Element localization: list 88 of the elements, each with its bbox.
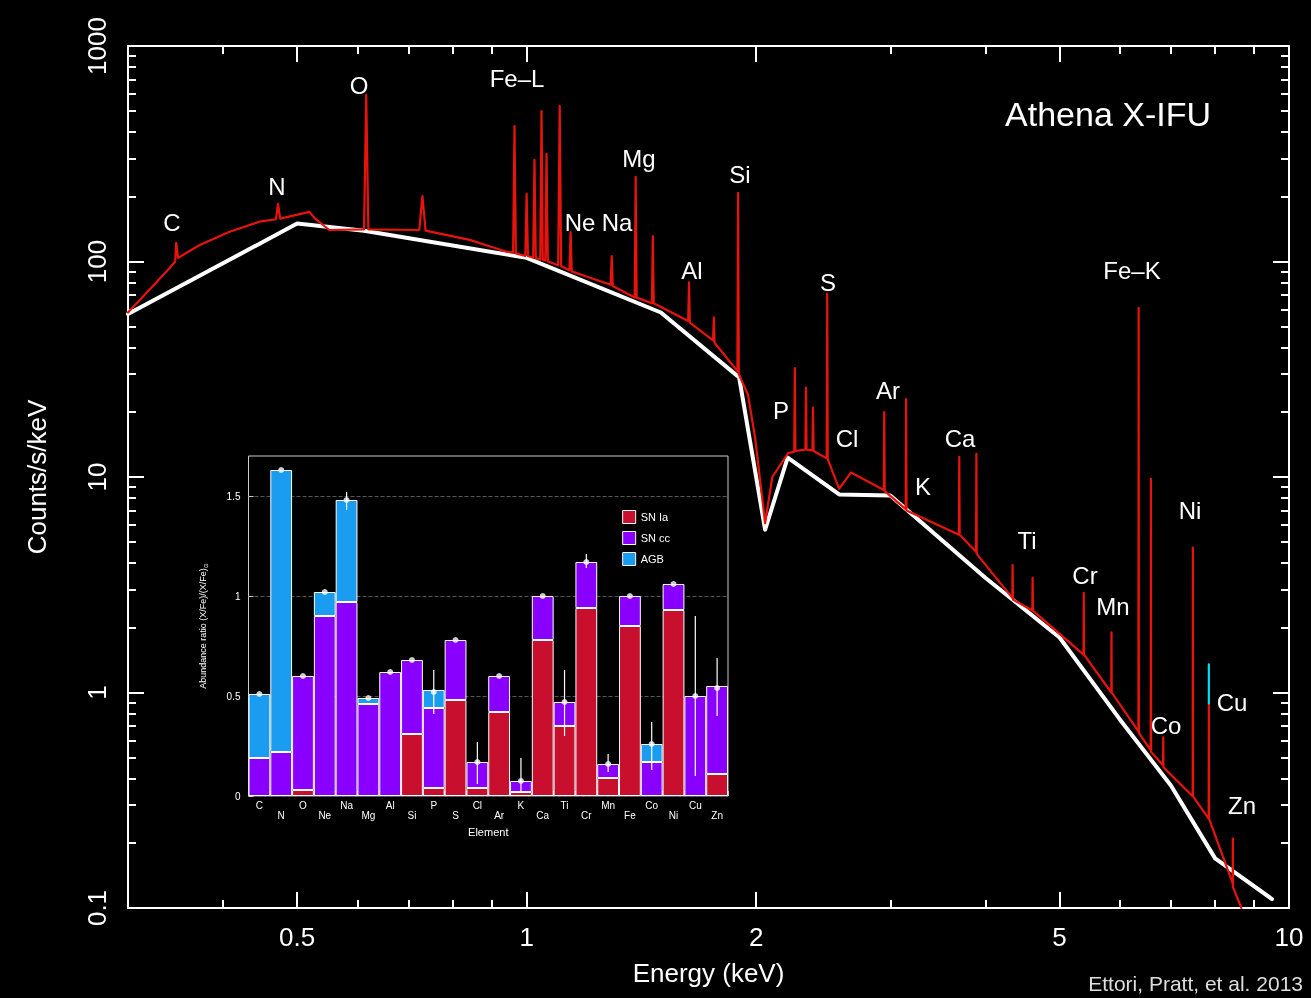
x-tick-label: C xyxy=(255,799,264,811)
x-tick-label: Al xyxy=(385,799,395,811)
x-tick-label: Ni xyxy=(668,809,679,821)
x-tick-label: Na xyxy=(340,799,354,811)
x-tick-label: K xyxy=(517,799,525,811)
point xyxy=(714,685,721,691)
x-tick-label: Co xyxy=(645,799,659,811)
legend-label: SN Ia xyxy=(640,511,670,523)
point xyxy=(343,497,350,503)
x-tick-label: Cr xyxy=(581,809,593,821)
x-tick-label: Zn xyxy=(711,809,723,821)
annotation: Na xyxy=(601,208,633,236)
x-tick-label: 0.5 xyxy=(279,922,316,952)
legend-label: SN cc xyxy=(640,532,671,544)
point xyxy=(278,467,285,473)
y-tick-label: 0 xyxy=(234,790,241,802)
y-axis-title: Counts/s/keV xyxy=(22,399,52,555)
point xyxy=(670,581,677,587)
point xyxy=(256,691,263,697)
y-tick-label: 0.1 xyxy=(82,889,112,927)
point xyxy=(692,693,699,699)
point xyxy=(299,673,306,679)
x-tick-label: Mn xyxy=(601,799,616,811)
x-tick-label: 2 xyxy=(748,922,764,952)
x-tick-label: Cu xyxy=(688,799,702,811)
x-tick-label: 1 xyxy=(519,922,534,952)
x-axis-title: Element xyxy=(468,825,509,838)
annotation: Ti xyxy=(1017,526,1037,554)
point xyxy=(605,761,612,767)
x-tick-label: P xyxy=(430,799,438,811)
point xyxy=(496,673,503,679)
annotation: K xyxy=(914,472,932,500)
x-tick-label: Fe xyxy=(624,809,637,821)
y-tick-label: 1000 xyxy=(82,17,112,75)
point xyxy=(539,593,546,599)
annotation: Ni xyxy=(1178,496,1202,524)
point xyxy=(517,778,524,784)
annotation: P xyxy=(772,396,790,424)
point xyxy=(321,589,328,595)
annotation: Fe–K xyxy=(1103,256,1161,284)
point xyxy=(474,759,481,765)
annotation: C xyxy=(163,208,181,236)
point xyxy=(561,699,568,705)
y-tick-label: 10 xyxy=(82,462,112,492)
x-tick-label: O xyxy=(299,799,308,811)
annotation: O xyxy=(349,71,369,99)
annotation: Al xyxy=(681,256,703,284)
x-tick-label: Ca xyxy=(536,809,550,821)
point xyxy=(408,657,415,663)
y-tick-label: 1 xyxy=(234,590,241,602)
x-axis-title: Energy (keV) xyxy=(632,958,785,988)
x-tick-label: Ar xyxy=(494,809,505,821)
point xyxy=(648,741,655,747)
x-tick-label: Cl xyxy=(472,799,483,811)
x-tick-label: S xyxy=(452,809,460,821)
point xyxy=(626,593,633,599)
annotation: N xyxy=(268,172,286,200)
point xyxy=(430,689,437,695)
annotation: Mn xyxy=(1096,592,1130,620)
text: Athena X-IFU xyxy=(1005,95,1212,133)
point xyxy=(452,637,459,643)
y-tick-label: 100 xyxy=(82,239,112,284)
y-tick-label: 0.5 xyxy=(226,690,241,702)
point xyxy=(583,559,590,565)
x-tick-label: Mg xyxy=(361,809,376,821)
x-tick-label: N xyxy=(277,809,285,821)
point xyxy=(365,695,372,701)
x-tick-label: 10 xyxy=(1274,922,1304,952)
x-tick-label: Si xyxy=(407,809,417,821)
annotation: Cl xyxy=(835,424,859,452)
annotation: S xyxy=(819,268,837,296)
annotation: Si xyxy=(729,160,751,188)
x-tick-label: Ti xyxy=(560,799,569,811)
annotation: Fe–L xyxy=(489,64,545,92)
x-tick-label: 5 xyxy=(1052,922,1067,952)
legend-label: AGB xyxy=(640,553,664,565)
text: Ettori, Pratt, et al. 2013 xyxy=(1088,972,1303,995)
annotation: Ne xyxy=(564,208,596,236)
y-tick-label: 1 xyxy=(82,685,112,700)
annotation: Ar xyxy=(876,376,901,404)
point xyxy=(387,669,394,675)
y-tick-label: 1.5 xyxy=(226,490,241,502)
annotation: Cu xyxy=(1216,688,1248,716)
annotation: Ca xyxy=(944,424,976,452)
annotation: Co xyxy=(1150,711,1182,739)
annotation: Cr xyxy=(1072,561,1098,589)
x-tick-label: Ne xyxy=(318,809,332,821)
annotation: Mg xyxy=(622,144,656,172)
